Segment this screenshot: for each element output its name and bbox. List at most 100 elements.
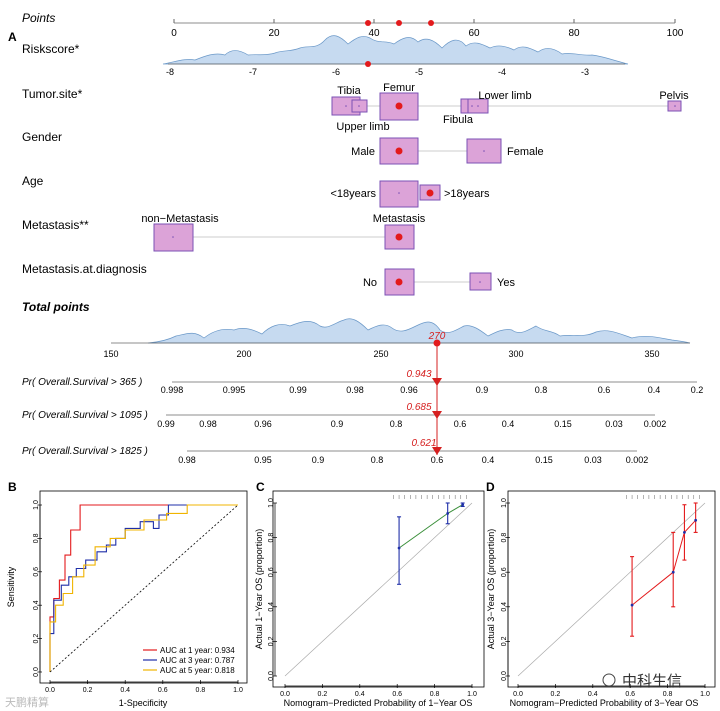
roc-y-tick-label: 0.2: [33, 634, 40, 644]
pr1095-tick-label: 0.4: [502, 419, 515, 429]
gender-label-female: Female: [507, 146, 544, 158]
pr365-tick-label: 0.8: [535, 385, 548, 395]
pr1825-tick-label: 0.8: [371, 455, 384, 465]
calib1-ylabel: Actual 1−Year OS (proportion): [254, 529, 264, 650]
age-point: [398, 192, 400, 194]
calib1-y-tick-label: 0.0: [268, 671, 275, 681]
tumor-marker: [395, 102, 403, 110]
panel-c: C 0.0 0.0 0.2 0.2 0.4 0.4 0.6 0.6 0.8 0.8 1.0 1.0 A…: [254, 480, 485, 708]
points-ticks: 0 20 40 60 80 100: [171, 19, 684, 39]
pr365-tick-label: 0.995: [223, 385, 246, 395]
calib3-y-tick-label: 0.6: [501, 567, 508, 577]
calib3-diagonal: [517, 502, 706, 677]
points-marker: [396, 20, 402, 26]
pr1825-tick-label: 0.15: [535, 455, 553, 465]
tumor-point: [345, 105, 347, 107]
calib3-point: [694, 518, 698, 522]
pr1095-tick-label: 0.98: [199, 419, 217, 429]
roc-y-tick-label: 0.6: [33, 567, 40, 577]
calib1-marks: [284, 495, 473, 677]
metastasis-point: [172, 236, 174, 238]
tumor-label-upper-limb: Upper limb: [336, 121, 389, 133]
tumor-label-lower-limb: Lower limb: [478, 90, 531, 102]
riskscore-marker: [365, 61, 371, 67]
label-points: Points: [22, 11, 55, 25]
roc-y-tick-label: 0.8: [33, 533, 40, 543]
calib3-point: [683, 531, 686, 534]
roc-x-tick-label: 0.2: [83, 687, 93, 694]
calib3-y-tick-label: 0.2: [501, 636, 508, 646]
metastasis-dx-label-no: No: [363, 277, 377, 289]
riskscore-tick-label: -6: [332, 67, 340, 77]
panel-label-d: D: [486, 480, 495, 494]
tumor-point: [674, 105, 676, 107]
wechat-icon: [602, 673, 616, 687]
roc-series-line-2: [49, 504, 238, 672]
pr1095-tick-label: 0.9: [331, 419, 344, 429]
label-total-points: Total points: [22, 300, 90, 314]
pr365-tick-label: 0.9: [476, 385, 489, 395]
total-tick-label: 300: [508, 349, 523, 359]
tumor-point: [477, 105, 479, 107]
calib3-curve: [631, 519, 696, 606]
calib1-point: [461, 503, 465, 507]
calib3-x-tick-label: 1.0: [700, 691, 710, 698]
pr1095-arrow: [432, 411, 442, 419]
pr1095-tick-label: 0.99: [157, 419, 175, 429]
pr365-arrow: [432, 378, 442, 386]
label-riskscore: Riskscore*: [22, 42, 80, 56]
pr365-tick-label: 0.99: [289, 385, 307, 395]
total-marker: [433, 339, 441, 347]
metastasis-dx-point: [479, 281, 481, 283]
roc-reference-line: [49, 504, 239, 673]
label-metastasis: Metastasis**: [22, 218, 89, 232]
tumor-label-femur: Femur: [383, 82, 415, 94]
calib3-axes: 0.0 0.0 0.2 0.2 0.4 0.4 0.6 0.6 0.8 0.8 1.0 1.0: [501, 498, 710, 698]
pr365-tick-label: 0.98: [346, 385, 364, 395]
pr1825-arrow: [432, 447, 442, 455]
calib1-point: [446, 511, 450, 515]
legend-3yr: AUC at 3 year: 0.787: [160, 656, 235, 665]
panel-label-c: C: [256, 480, 265, 494]
calib1-x-tick-label: 0.2: [318, 691, 328, 698]
calib3-x-tick-label: 0.0: [513, 691, 523, 698]
calib1-x-tick-label: 0.8: [430, 691, 440, 698]
panel-d: D 0.0 0.0 0.2 0.2 0.4 0.4 0.6 0.6 0.8 0.8 1.0 1.0 A…: [486, 480, 716, 708]
legend-1yr: AUC at 1 year: 0.934: [160, 646, 235, 655]
pr1825-tick-label: 0.9: [312, 455, 325, 465]
calib1-axes: 0.0 0.0 0.2 0.2 0.4 0.4 0.6 0.6 0.8 0.8 1.0 1.0: [268, 498, 477, 698]
roc-legend: AUC at 1 year: 0.934 AUC at 3 year: 0.78…: [143, 646, 235, 675]
panel-label-a: A: [8, 30, 17, 44]
age-marker: [426, 189, 434, 197]
watermark-right: 中科生信: [602, 673, 682, 690]
pr365-value-label: 0.943: [406, 369, 431, 380]
calib3-y-tick-label: 0.8: [501, 533, 508, 543]
gender-label-male: Male: [351, 146, 375, 158]
roc-x-tick-label: 0.8: [196, 687, 206, 694]
roc-axes: 0.0 0.0 0.2 0.2 0.4 0.4 0.6 0.6 0.8 0.8 1.0 1.0: [33, 500, 243, 694]
roc-x-tick-label: 0.0: [45, 687, 55, 694]
watermark-right-text: 中科生信: [622, 673, 682, 690]
riskscore-tick-label: -8: [166, 67, 174, 77]
pr1825-tick-label: 0.6: [431, 455, 444, 465]
metastasis-dx-label-yes: Yes: [497, 277, 515, 289]
calib1-y-tick-label: 0.6: [268, 567, 275, 577]
tumor-label-tibia: Tibia: [337, 85, 361, 97]
calib3-y-tick-label: 0.4: [501, 602, 508, 612]
pr365-tick-label: 0.2: [691, 385, 704, 395]
label-gender: Gender: [22, 130, 62, 144]
calib1-x-tick-label: 1.0: [467, 691, 477, 698]
metastasis-marker: [395, 233, 403, 241]
total-tick-label: 200: [236, 349, 251, 359]
roc-xlabel: 1-Specificity: [119, 698, 168, 708]
calib1-xlabel: Nomogram−Predicted Probability of 1−Year…: [284, 698, 473, 708]
calib3-point: [671, 570, 675, 574]
metastasis-dx-marker: [395, 278, 403, 286]
tumor-label-pelvis: Pelvis: [659, 90, 689, 102]
points-tick-label: 60: [468, 28, 480, 39]
points-marker: [428, 20, 434, 26]
pr1095-tick-label: 0.6: [454, 419, 467, 429]
calib1-plot-frame: [272, 490, 485, 688]
total-tick-label: 350: [644, 349, 659, 359]
calib3-xlabel: Nomogram−Predicted Probability of 3−Year…: [510, 698, 699, 708]
